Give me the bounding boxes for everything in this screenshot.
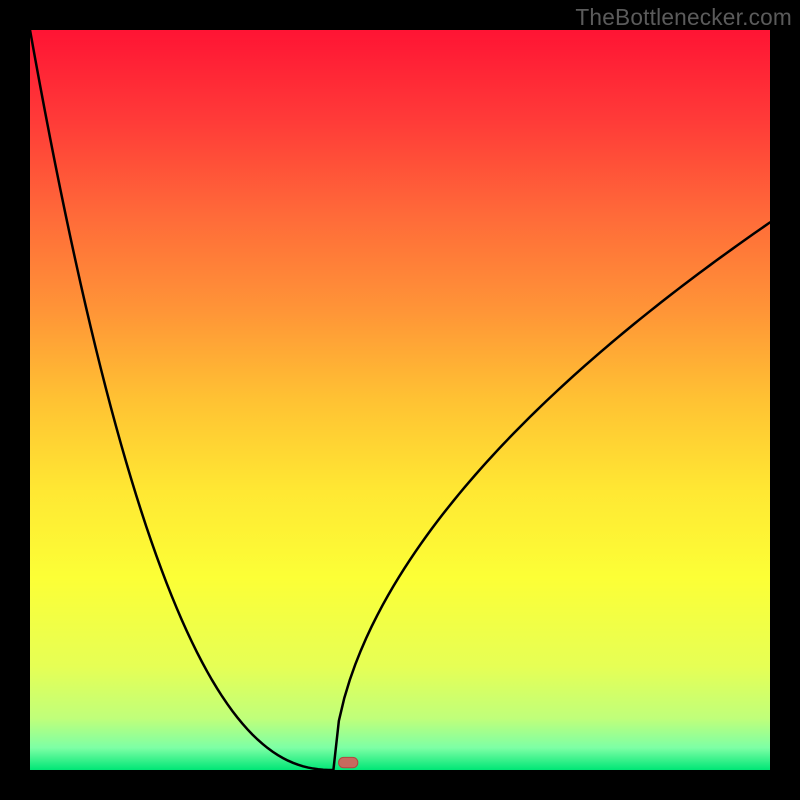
chart-frame: TheBottlenecker.com [0, 0, 800, 800]
vertex-marker [339, 757, 358, 767]
plot-background [30, 30, 770, 770]
bottleneck-chart [0, 0, 800, 800]
